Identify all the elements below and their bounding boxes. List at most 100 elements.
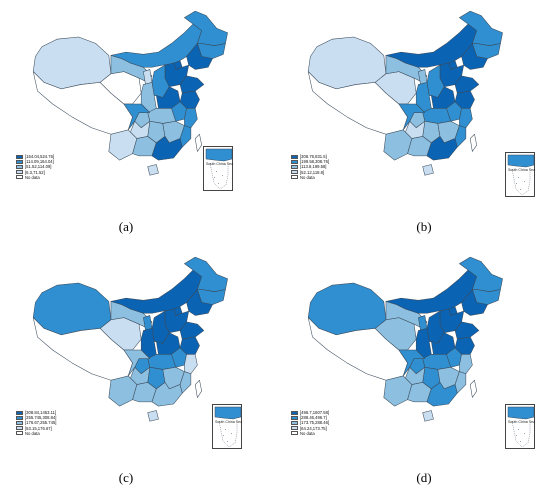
legend-swatch bbox=[291, 154, 298, 159]
province-ningxia bbox=[418, 315, 428, 331]
inset-island bbox=[217, 182, 220, 185]
legend-text: [114.09,164.04] bbox=[25, 159, 54, 165]
south-china-sea-inset-b: South China Sea bbox=[505, 152, 535, 197]
panel-label-c: (c) bbox=[118, 470, 134, 485]
inset-map-b bbox=[507, 154, 535, 196]
legend-text: [6.3,71.52] bbox=[25, 169, 45, 175]
legend-swatch bbox=[16, 410, 23, 415]
province-xinjiang bbox=[307, 36, 387, 90]
map-panel-b: [308.76,831.5] [199.58,308.76] [113.8,19… bbox=[275, 0, 550, 246]
inset-boundary-dashes bbox=[218, 420, 238, 448]
legend-text: [288.46,496.7] bbox=[300, 415, 327, 421]
map-panel-d: [496.7,1607.58] [288.46,496.7] [173.75,2… bbox=[275, 246, 550, 492]
inset-island bbox=[213, 176, 216, 179]
inset-island bbox=[222, 434, 225, 437]
legend-c: [308.84,1453.11] [255.745,308.84] [176.6… bbox=[16, 410, 56, 436]
legend-swatch bbox=[291, 170, 298, 175]
legend-swatch bbox=[16, 170, 23, 175]
province-taiwan bbox=[469, 133, 477, 152]
legend-item: [308.84,1453.11] bbox=[16, 410, 56, 415]
province-sichuan bbox=[398, 349, 426, 377]
legend-swatch bbox=[16, 421, 23, 425]
province-zhejiang bbox=[184, 108, 198, 129]
province-xinjiang bbox=[32, 282, 112, 336]
inset-island bbox=[519, 188, 522, 191]
legend-item: [6.3,71.52] bbox=[16, 170, 54, 175]
inset-label: South China Sea bbox=[215, 420, 243, 424]
province-yunnan bbox=[383, 129, 413, 161]
province-sichuan bbox=[398, 103, 426, 131]
inset-island bbox=[515, 182, 518, 185]
inset-island bbox=[523, 432, 526, 435]
inset-map-a bbox=[205, 148, 233, 190]
province-yunnan bbox=[383, 375, 413, 407]
legend-swatch bbox=[16, 175, 23, 180]
legend-item: No data bbox=[291, 431, 329, 436]
province-hubei bbox=[422, 108, 452, 124]
legend-item: [199.58,308.76] bbox=[291, 159, 329, 164]
province-guangdong bbox=[151, 382, 183, 407]
province-hubei bbox=[147, 108, 177, 124]
province-hainan bbox=[147, 410, 159, 422]
province-guangdong bbox=[151, 136, 183, 161]
south-china-sea-inset-d: South China Sea bbox=[505, 404, 535, 449]
province-sichuan bbox=[123, 103, 151, 131]
legend-item: [51.52,114.09] bbox=[16, 164, 54, 169]
province-zhejiang bbox=[184, 354, 198, 375]
legend-swatch bbox=[291, 175, 298, 180]
province-taiwan bbox=[469, 379, 477, 398]
legend-swatch bbox=[16, 165, 23, 169]
legend-text: [51.52,114.09] bbox=[25, 164, 52, 170]
legend-item: [255.745,308.84] bbox=[16, 415, 56, 420]
inset-boundary-dashes bbox=[511, 420, 531, 448]
panel-label-b: (b) bbox=[416, 219, 432, 234]
province-hainan bbox=[422, 164, 434, 176]
legend-text: No data bbox=[300, 174, 315, 180]
legend-swatch bbox=[291, 415, 298, 420]
inset-island bbox=[226, 440, 229, 443]
province-liaoning bbox=[186, 43, 213, 70]
legend-text: [255.745,308.84] bbox=[25, 415, 57, 421]
province-liaoning bbox=[461, 43, 488, 70]
legend-item: [64.24,173.75] bbox=[291, 426, 329, 431]
province-guangdong bbox=[426, 382, 458, 407]
legend-text: [308.76,831.5] bbox=[300, 154, 327, 159]
inset-map-d bbox=[507, 406, 535, 448]
inset-island bbox=[224, 428, 227, 431]
legend-text: [173.75,288.46] bbox=[300, 420, 330, 426]
legend-swatch bbox=[291, 165, 298, 169]
legend-text: [64.24,173.75] bbox=[300, 425, 327, 431]
inset-island bbox=[523, 180, 526, 183]
inset-island bbox=[517, 428, 520, 431]
legend-text: [199.58,308.76] bbox=[300, 159, 330, 165]
map-panel-c: [308.84,1453.11] [255.745,308.84] [176.6… bbox=[0, 246, 275, 492]
inset-island bbox=[221, 174, 224, 177]
inset-boundary-dashes bbox=[209, 162, 229, 190]
legend-item: [113.8,199.58] bbox=[291, 164, 329, 169]
inset-map-c bbox=[214, 406, 242, 448]
legend-item: [288.46,496.7] bbox=[291, 415, 329, 420]
province-hubei bbox=[147, 354, 177, 370]
inset-label: South China Sea bbox=[508, 420, 536, 424]
legend-swatch bbox=[291, 421, 298, 425]
province-yunnan bbox=[108, 129, 138, 161]
province-taiwan bbox=[194, 133, 202, 152]
inset-island bbox=[515, 434, 518, 437]
province-guangdong bbox=[426, 136, 458, 161]
south-china-sea-inset-a: South China Sea bbox=[203, 146, 233, 191]
legend-item: [496.7,1607.58] bbox=[291, 410, 329, 415]
province-xinjiang bbox=[32, 36, 112, 90]
legend-swatch bbox=[291, 159, 298, 164]
legend-item: No data bbox=[291, 175, 329, 180]
legend-text: [308.84,1453.11] bbox=[25, 410, 57, 415]
province-ningxia bbox=[143, 69, 153, 85]
province-ningxia bbox=[418, 69, 428, 85]
legend-swatch bbox=[16, 159, 23, 164]
legend-text: [176.67,255.745] bbox=[25, 420, 57, 426]
legend-b: [308.76,831.5] [199.58,308.76] [113.8,19… bbox=[291, 154, 329, 180]
legend-swatch bbox=[16, 415, 23, 420]
map-panel-a: [164.04,524.76] [114.09,164.04] [51.52,1… bbox=[0, 0, 275, 246]
inset-label: South China Sea bbox=[508, 168, 536, 172]
legend-swatch bbox=[291, 431, 298, 436]
legend-item: [176.67,255.745] bbox=[16, 420, 56, 425]
